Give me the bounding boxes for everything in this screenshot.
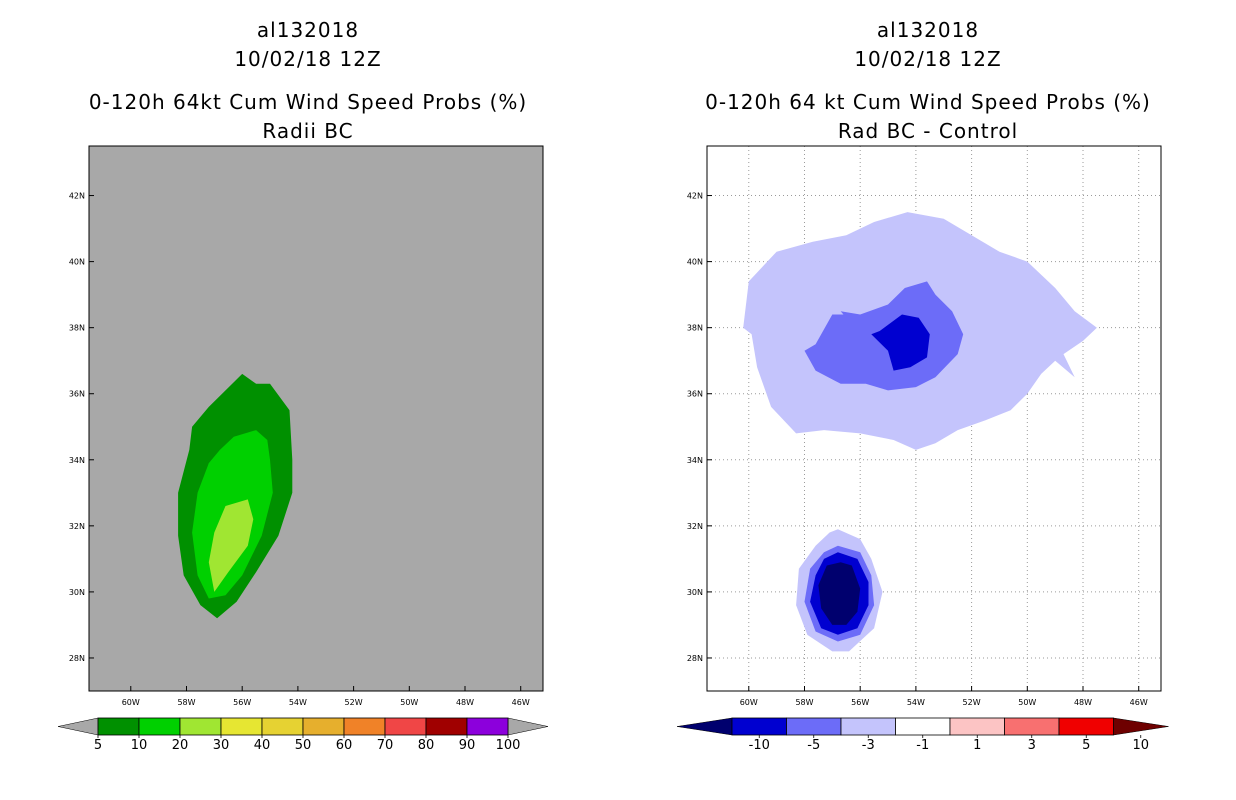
right-date: 10/02/18 12Z (854, 47, 1002, 71)
colorbar-label: -3 (862, 738, 875, 753)
contour-1-8 (840, 311, 861, 325)
colorbar-label: -1 (916, 738, 929, 753)
colorbar-swatch (949, 717, 1005, 736)
colorbar-swatch (895, 717, 951, 736)
colorbar-label: 80 (418, 738, 435, 753)
colorbar-label: 5 (94, 738, 102, 753)
x-tick-label: 56W (233, 698, 251, 707)
x-tick-label: 54W (907, 698, 925, 707)
x-tick-label: 60W (122, 698, 140, 707)
y-tick-label: 28N (687, 654, 703, 663)
y-tick-label: 34N (69, 456, 85, 465)
x-tick-label: 58W (795, 698, 813, 707)
contour-0-2 (208, 499, 254, 592)
right-product: 0-120h 64 kt Cum Wind Speed Probs (%) (705, 90, 1151, 114)
colorbar-label: 60 (336, 738, 353, 753)
contour-1-2 (871, 314, 930, 371)
colorbar-label: 30 (213, 738, 230, 753)
colorbar-swatch (220, 717, 263, 736)
x-tick-label: 54W (289, 698, 307, 707)
left-date: 10/02/18 12Z (234, 47, 382, 71)
y-tick-label: 40N (687, 258, 703, 267)
colorbar-swatch (1004, 717, 1060, 736)
x-tick-label: 52W (963, 698, 981, 707)
colorbar-label: 50 (295, 738, 312, 753)
y-tick-label: 38N (687, 324, 703, 333)
colorbar-swatch (343, 717, 386, 736)
y-tick-label: 34N (687, 456, 703, 465)
colorbar-swatch (786, 717, 842, 736)
colorbar-label: 100 (496, 738, 521, 753)
left-subtitle-lines: 0-120h 64kt Cum Wind Speed Probs (%) Rad… (40, 88, 576, 146)
x-tick-label: 46W (512, 698, 530, 707)
y-tick-label: 40N (69, 258, 85, 267)
colorbar-swatch (466, 717, 509, 736)
y-tick-label: 28N (69, 654, 85, 663)
colorbar-label: 10 (131, 738, 148, 753)
y-tick-label: 42N (69, 192, 85, 201)
plot-area-0 (89, 146, 543, 691)
y-tick-label: 32N (687, 522, 703, 531)
right-variant: Rad BC - Control (837, 119, 1019, 143)
colorbar-swatch (384, 717, 427, 736)
x-tick-label: 48W (1074, 698, 1092, 707)
left-title-lines: al132018 10/02/18 12Z (40, 16, 576, 74)
contour-1-7 (971, 377, 980, 381)
colorbar-label: 1 (973, 738, 981, 753)
left-variant: Radii BC (262, 119, 354, 143)
colorbar-label: 40 (254, 738, 271, 753)
plot-frame-0 (88, 145, 544, 692)
y-tick-label: 38N (69, 324, 85, 333)
right-subtitle-lines: 0-120h 64 kt Cum Wind Speed Probs (%) Ra… (660, 88, 1196, 146)
colorbar-label: 70 (377, 738, 394, 753)
colorbar-label: 10 (1132, 738, 1149, 753)
colorbar-label: 3 (1028, 738, 1036, 753)
colorbar-high-arrow (507, 717, 549, 736)
x-tick-label: 52W (345, 698, 363, 707)
colorbar-label: 20 (172, 738, 189, 753)
colorbar-label: 5 (1082, 738, 1090, 753)
x-tick-label: 60W (740, 698, 758, 707)
y-tick-label: 30N (687, 588, 703, 597)
colorbar-swatch (179, 717, 222, 736)
y-tick-label: 36N (69, 390, 85, 399)
x-tick-label: 46W (1130, 698, 1148, 707)
colorbar-swatch (840, 717, 896, 736)
colorbar-swatch (1058, 717, 1114, 736)
contour-1-6 (818, 562, 861, 625)
x-tick-label: 56W (851, 698, 869, 707)
x-tick-label: 50W (1018, 698, 1036, 707)
colorbar-label: 90 (459, 738, 476, 753)
y-tick-label: 42N (687, 192, 703, 201)
colorbar-swatch (97, 717, 140, 736)
x-tick-label: 48W (456, 698, 474, 707)
colorbar-high-arrow (1113, 717, 1169, 736)
colorbar-swatch (425, 717, 468, 736)
colorbar-label: -5 (807, 738, 820, 753)
x-tick-label: 58W (177, 698, 195, 707)
colorbar-swatch (261, 717, 304, 736)
x-tick-label: 50W (400, 698, 418, 707)
y-tick-label: 30N (69, 588, 85, 597)
left-storm-id: al132018 (256, 18, 360, 42)
colorbar-low-arrow (676, 717, 733, 736)
right-title-lines: al132018 10/02/18 12Z (660, 16, 1196, 74)
y-tick-label: 36N (687, 390, 703, 399)
right-storm-id: al132018 (876, 18, 980, 42)
y-tick-label: 32N (69, 522, 85, 531)
colorbar-swatch (302, 717, 345, 736)
colorbar-swatch (731, 717, 787, 736)
colorbar-label: -10 (749, 738, 770, 753)
colorbar-low-arrow (57, 717, 99, 736)
left-product: 0-120h 64kt Cum Wind Speed Probs (%) (88, 90, 528, 114)
plot-frame-1 (706, 145, 1162, 692)
colorbar-swatch (138, 717, 181, 736)
